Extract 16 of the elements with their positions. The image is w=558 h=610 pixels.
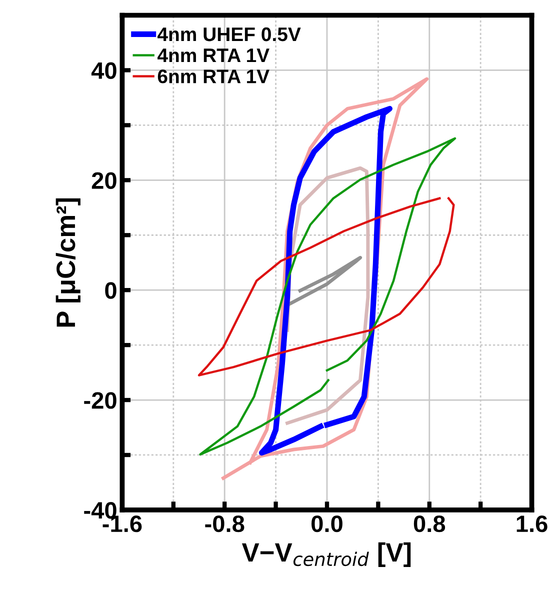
x-tick-label: 1.6	[516, 515, 548, 532]
legend-label: 4nm RTA 1V	[157, 48, 270, 62]
y-axis-title: P [μC/cm²]	[56, 198, 80, 327]
legend-label: 4nm UHEF 0.5V	[157, 27, 301, 42]
line-series	[288, 256, 362, 306]
y-tick-label: -20	[84, 392, 116, 409]
line-series	[198, 197, 455, 376]
legend-label: 6nm RTA 1V	[158, 70, 270, 84]
y-tick-label: 0	[105, 282, 116, 299]
x-tick-label: 0.0	[312, 515, 342, 532]
x-axis-title: V−V$_{centroid}$ [V]	[242, 542, 411, 567]
y-tick-label: 20	[92, 172, 116, 189]
x-tick-label: -0.8	[205, 515, 244, 532]
y-tick-label: 40	[91, 62, 116, 80]
line-series	[199, 137, 456, 456]
x-tick-label: 0.8	[414, 515, 446, 532]
